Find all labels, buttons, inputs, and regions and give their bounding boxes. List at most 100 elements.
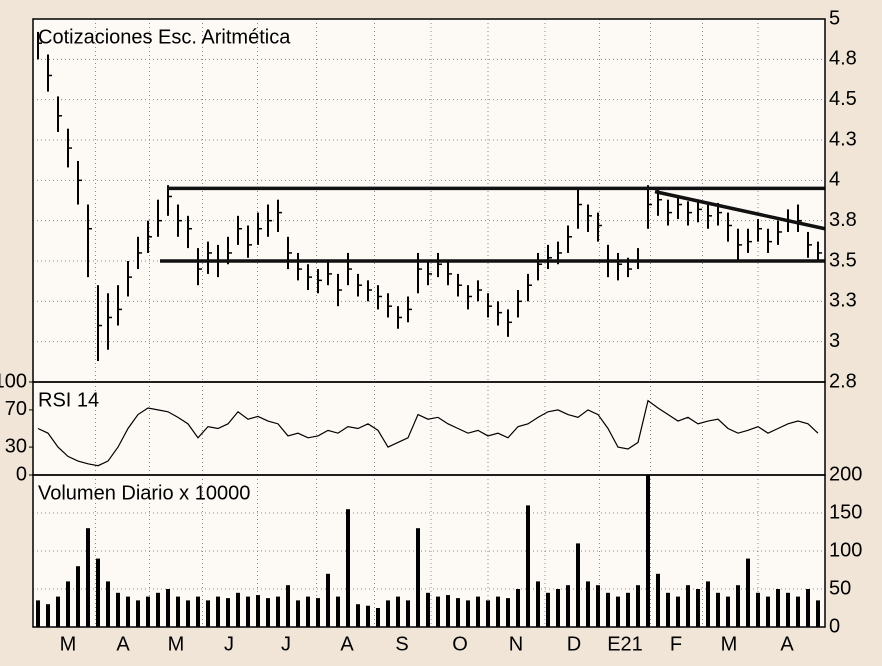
volume-bar (676, 596, 680, 627)
volume-bar (116, 592, 120, 627)
volume-bar (166, 589, 170, 627)
volume-bar (436, 596, 440, 627)
volume-bar (526, 505, 530, 627)
volume-bar (356, 604, 360, 627)
x-tick-label: A (340, 633, 354, 655)
y-tick-label: 150 (829, 501, 862, 523)
volume-bar (546, 592, 550, 627)
trend-line (654, 189, 826, 231)
volume-bar (616, 596, 620, 627)
volume-bar (706, 581, 710, 627)
x-tick-label: E21 (607, 633, 643, 655)
volume-bar (226, 598, 230, 627)
y-tick-label: 100 (829, 539, 862, 561)
volume-bar (286, 585, 290, 627)
volume-bar (106, 581, 110, 627)
x-tick-label: D (567, 633, 581, 655)
volume-bar (476, 596, 480, 627)
volume-bar (786, 592, 790, 627)
volume-bar (276, 596, 280, 627)
y-tick-label: 3.8 (829, 209, 857, 231)
volume-bar (396, 596, 400, 627)
volume-bar (156, 592, 160, 627)
volume-bar (796, 596, 800, 627)
volume-bar (756, 592, 760, 627)
volume-bar (416, 528, 420, 627)
volume-bar (696, 589, 700, 627)
x-tick-label: O (452, 633, 468, 655)
volume-bar (296, 600, 300, 627)
y-tick-label: 3 (829, 330, 840, 352)
y-tick-label: 4.3 (829, 128, 857, 150)
volume-bar (236, 592, 240, 627)
volume-bar (426, 592, 430, 627)
y-tick-label: 2.8 (829, 370, 857, 392)
volume-bar (46, 604, 50, 627)
volume-bar (186, 600, 190, 627)
volume-bar (66, 581, 70, 627)
volume-bar (246, 596, 250, 627)
volume-bar (346, 509, 350, 627)
x-tick-label: M (721, 633, 738, 655)
volume-bar (146, 596, 150, 627)
volume-bar (666, 592, 670, 627)
volume-bar (376, 608, 380, 627)
volume-bar (566, 585, 570, 627)
volume-bar (86, 528, 90, 627)
x-tick-label: A (780, 633, 794, 655)
volume-bar (446, 595, 450, 627)
y-tick-label: 200 (829, 463, 862, 485)
volume-bar (596, 585, 600, 627)
y-tick-label: 70 (5, 398, 27, 420)
volume-bar (136, 600, 140, 627)
x-tick-label: F (670, 633, 682, 655)
volume-bar (496, 596, 500, 627)
volume-bar (256, 595, 260, 627)
y-tick-label: 5 (829, 7, 840, 29)
volume-bar (366, 605, 370, 627)
volume-bar (406, 600, 410, 627)
volume-bar (216, 596, 220, 627)
y-tick-label: 0 (16, 463, 27, 485)
volume-bar (626, 592, 630, 627)
volume-bar (576, 543, 580, 627)
volume-bar (646, 475, 650, 627)
panel-title: Volumen Diario x 10000 (38, 482, 250, 504)
volume-bar (586, 581, 590, 627)
volume-bar (816, 600, 820, 627)
x-tick-label: S (395, 633, 408, 655)
volume-bar (456, 598, 460, 627)
volume-bar (716, 592, 720, 627)
volume-bar (766, 596, 770, 627)
panel-title: RSI 14 (38, 389, 99, 411)
y-tick-label: 4 (829, 169, 840, 191)
volume-bar (176, 596, 180, 627)
volume-bar (516, 589, 520, 627)
y-tick-label: 0 (829, 615, 840, 637)
x-tick-label: J (281, 633, 291, 655)
y-tick-label: 4.5 (829, 88, 857, 110)
volume-bar (736, 585, 740, 627)
volume-bar (606, 592, 610, 627)
volume-bar (266, 598, 270, 627)
x-tick-label: N (509, 633, 523, 655)
volume-bar (126, 596, 130, 627)
rsi-line (37, 399, 819, 467)
volume-bar (776, 589, 780, 627)
volume-bar (76, 566, 80, 627)
volume-bar (686, 585, 690, 627)
volume-bar (306, 596, 310, 627)
y-tick-label: 4.8 (829, 48, 857, 70)
volume-bar (656, 573, 660, 627)
y-tick-label: 100 (0, 370, 27, 392)
plot-area (33, 19, 825, 627)
y-tick-label: 3.5 (829, 249, 857, 271)
volume-bar (196, 596, 200, 627)
volume-bar (466, 600, 470, 627)
x-tick-label: M (168, 633, 185, 655)
volume-bar (56, 596, 60, 627)
volume-bar (36, 600, 40, 627)
panel-border (32, 474, 826, 628)
y-tick-label: 30 (5, 435, 27, 457)
volume-bar (326, 573, 330, 627)
